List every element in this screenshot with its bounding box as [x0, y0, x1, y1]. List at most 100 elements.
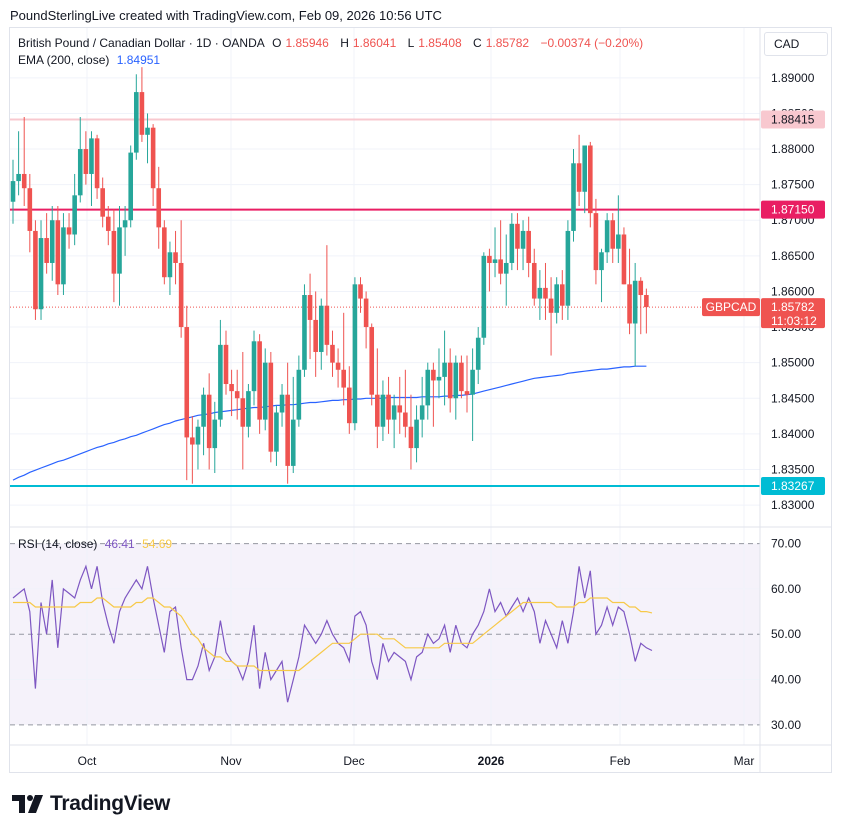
candle-body [509, 223, 515, 263]
candle-down [638, 277, 644, 335]
price-tick-label: 1.84000 [771, 427, 815, 441]
price-tick-label: 1.87500 [771, 178, 815, 192]
candle-down [363, 291, 369, 349]
candle-down [487, 248, 492, 292]
candle-up [554, 277, 559, 324]
candle-body [621, 234, 627, 285]
candle-up [38, 220, 44, 320]
candle-up [89, 131, 94, 207]
rsi-label: RSI (14, close) [18, 537, 98, 551]
ema-legend: EMA (200, close) 1.84951 [18, 53, 164, 67]
candle-down [150, 124, 156, 207]
candle-up [246, 384, 251, 438]
high-label: H [340, 36, 349, 50]
candle-body [369, 327, 375, 395]
candle-up [128, 145, 134, 228]
candle-body [89, 138, 94, 174]
candle-up [201, 387, 206, 456]
candle-body [419, 405, 425, 420]
candle-body [240, 398, 246, 427]
candle-body [610, 220, 616, 249]
candle-body [268, 362, 274, 452]
candle-down [223, 330, 229, 395]
candle-down [644, 288, 649, 334]
candle-down [313, 291, 318, 377]
candle-up [251, 330, 257, 406]
candle-up [599, 248, 604, 303]
candle-down [593, 198, 599, 285]
candle-body [150, 127, 156, 189]
time-tick-label: 2026 [478, 754, 505, 768]
time-tick-label: Oct [78, 754, 97, 768]
candle-up [262, 348, 268, 431]
candle-body [61, 227, 66, 285]
candle-up [77, 117, 83, 203]
candle-down [526, 216, 531, 278]
candle-body [576, 163, 582, 192]
candle-body [464, 391, 470, 395]
candle-body [44, 238, 49, 263]
level-tag-label: 1.87150 [771, 203, 815, 217]
candle-body [234, 391, 240, 399]
candle-up [565, 220, 571, 320]
candle-body [77, 149, 83, 196]
price-tick-label: 1.85000 [771, 356, 815, 370]
candle-body [391, 405, 397, 420]
candle-body [105, 216, 111, 231]
candle-down [94, 134, 100, 199]
candle-down [173, 230, 178, 285]
time-tick-label: Mar [734, 754, 755, 768]
candle-up [453, 355, 459, 420]
candle-down [531, 248, 537, 306]
candle-up [571, 149, 576, 242]
candle-body [593, 213, 599, 271]
rsi-tick-label: 50.00 [771, 627, 801, 641]
candle-body [386, 394, 391, 420]
candle-body [279, 394, 285, 413]
candle-body [520, 230, 526, 249]
candle-body [335, 362, 341, 370]
time-tick-label: Nov [220, 754, 241, 768]
low-value: 1.85408 [418, 36, 462, 50]
candle-body [341, 369, 346, 388]
candle-body [178, 262, 184, 328]
price-tick-label: 1.83000 [771, 498, 815, 512]
rsi-lines [12, 564, 653, 703]
candle-up [509, 213, 515, 271]
candle-body [481, 255, 487, 338]
candle-body [571, 163, 576, 231]
candle-up [425, 362, 431, 420]
candle-body [313, 319, 318, 352]
last-price-label: 1.85782 [771, 300, 815, 314]
candle-body [431, 369, 436, 381]
candle-up [436, 348, 442, 399]
candle-body [588, 145, 593, 214]
candle-up [442, 330, 447, 406]
candle-down [588, 141, 593, 228]
last-price-tag [761, 298, 825, 329]
candle-down [33, 220, 38, 320]
candle-up [274, 405, 279, 466]
candle-body [212, 419, 218, 449]
candle-body [515, 223, 520, 249]
currency-button[interactable]: CAD [764, 32, 828, 56]
candle-body [503, 262, 509, 274]
open-value: 1.85946 [285, 36, 329, 50]
tradingview-logo[interactable]: TradingView [12, 792, 170, 816]
rsi-ma-value: 54.69 [142, 537, 173, 551]
candle-body [627, 284, 632, 324]
symbol-name: British Pound / Canadian Dollar · 1D · O… [18, 36, 265, 50]
rsi-tick-label: 70.00 [771, 537, 801, 551]
candle-up [616, 195, 621, 263]
level-tag-support [761, 477, 825, 496]
candle-down [431, 362, 436, 427]
chart-frame[interactable] [9, 27, 832, 773]
candle-body [487, 255, 492, 263]
candle-body [38, 238, 44, 310]
candle-body [184, 327, 190, 438]
candle-down [324, 245, 330, 356]
candle-down [335, 348, 341, 388]
candle-down [621, 227, 627, 285]
candle-body [229, 384, 234, 392]
